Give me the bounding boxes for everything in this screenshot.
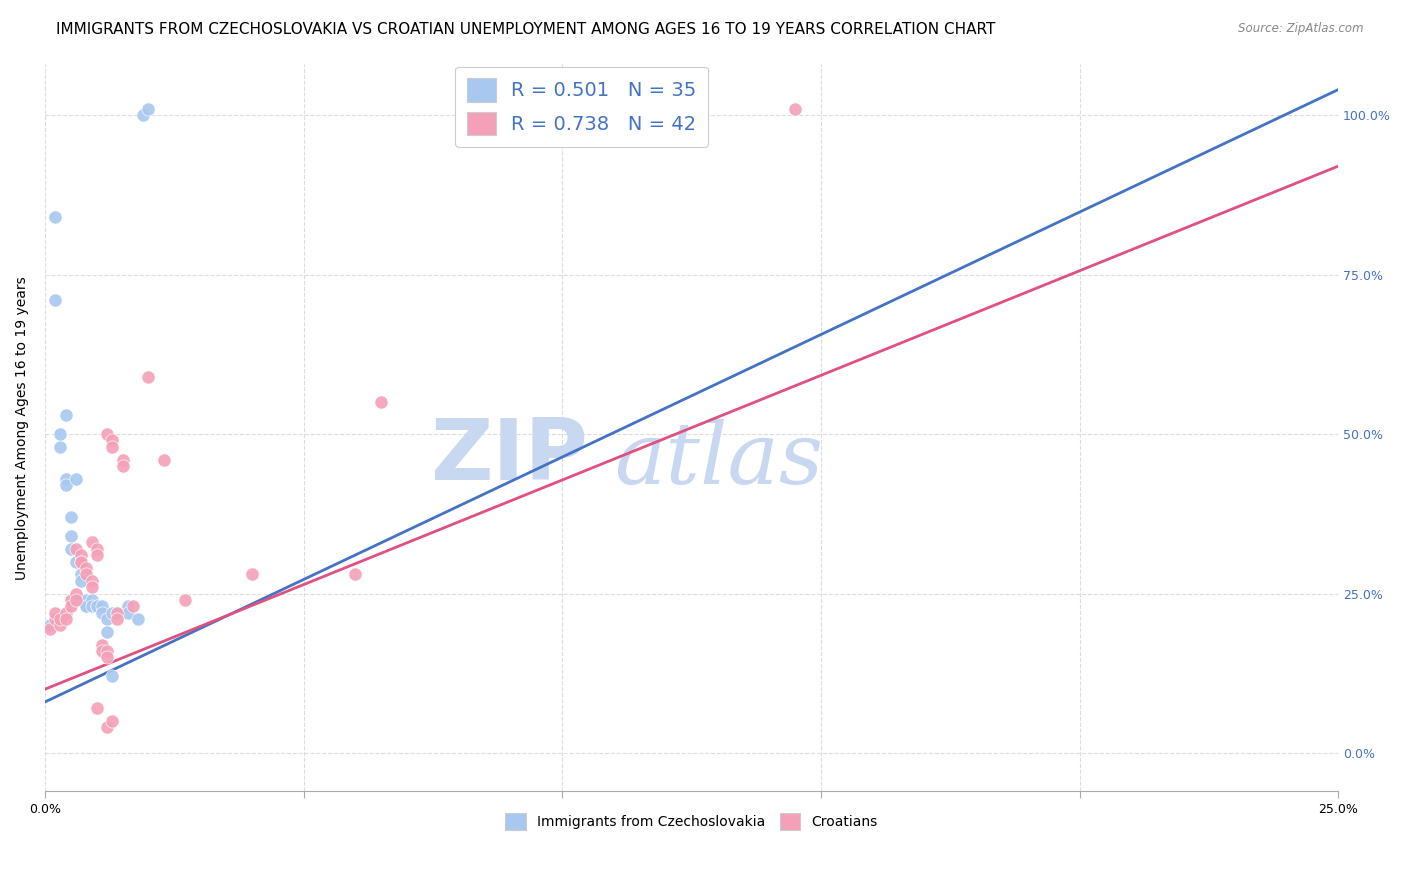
Point	[59, 541, 82, 556]
Point	[96, 624, 118, 639]
Point	[70, 567, 93, 582]
Text: ZIP: ZIP	[430, 416, 588, 499]
Point	[80, 599, 103, 614]
Point	[173, 593, 195, 607]
Point	[80, 593, 103, 607]
Point	[111, 452, 134, 467]
Point	[86, 599, 108, 614]
Point	[117, 606, 139, 620]
Point	[59, 593, 82, 607]
Point	[111, 458, 134, 473]
Point	[90, 644, 112, 658]
Point	[59, 529, 82, 543]
Point	[70, 555, 93, 569]
Point	[70, 593, 93, 607]
Point	[39, 618, 62, 632]
Point	[65, 555, 87, 569]
Text: IMMIGRANTS FROM CZECHOSLOVAKIA VS CROATIAN UNEMPLOYMENT AMONG AGES 16 TO 19 YEAR: IMMIGRANTS FROM CZECHOSLOVAKIA VS CROATI…	[56, 22, 995, 37]
Y-axis label: Unemployment Among Ages 16 to 19 years: Unemployment Among Ages 16 to 19 years	[15, 276, 30, 580]
Point	[96, 650, 118, 665]
Point	[86, 701, 108, 715]
Point	[70, 555, 93, 569]
Point	[101, 669, 124, 683]
Point	[138, 369, 160, 384]
Point	[55, 478, 77, 492]
Point	[127, 612, 149, 626]
Point	[65, 472, 87, 486]
Point	[70, 574, 93, 588]
Point	[44, 606, 66, 620]
Point	[49, 612, 72, 626]
Point	[101, 440, 124, 454]
Point	[80, 580, 103, 594]
Point	[44, 293, 66, 307]
Point	[49, 618, 72, 632]
Point	[55, 612, 77, 626]
Point	[65, 541, 87, 556]
Point	[138, 102, 160, 116]
Point	[65, 593, 87, 607]
Point	[55, 472, 77, 486]
Point	[105, 612, 128, 626]
Point	[96, 612, 118, 626]
Point	[105, 606, 128, 620]
Point	[132, 108, 155, 122]
Point	[80, 574, 103, 588]
Text: atlas: atlas	[614, 419, 823, 501]
Point	[90, 638, 112, 652]
Legend: Immigrants from Czechoslovakia, Croatians: Immigrants from Czechoslovakia, Croatian…	[501, 807, 883, 835]
Point	[783, 102, 806, 116]
Point	[59, 510, 82, 524]
Point	[75, 593, 97, 607]
Point	[65, 586, 87, 600]
Point	[75, 567, 97, 582]
Point	[86, 541, 108, 556]
Point	[44, 612, 66, 626]
Point	[39, 622, 62, 636]
Point	[122, 599, 145, 614]
Point	[101, 606, 124, 620]
Point	[344, 567, 367, 582]
Point	[44, 210, 66, 224]
Point	[70, 548, 93, 562]
Point	[75, 599, 97, 614]
Point	[55, 408, 77, 422]
Point	[240, 567, 263, 582]
Text: Source: ZipAtlas.com: Source: ZipAtlas.com	[1239, 22, 1364, 36]
Point	[96, 644, 118, 658]
Point	[153, 452, 176, 467]
Point	[86, 599, 108, 614]
Point	[370, 395, 392, 409]
Point	[55, 606, 77, 620]
Point	[59, 599, 82, 614]
Point	[101, 714, 124, 728]
Point	[101, 434, 124, 448]
Point	[49, 427, 72, 442]
Point	[90, 599, 112, 614]
Point	[75, 561, 97, 575]
Point	[90, 606, 112, 620]
Point	[86, 548, 108, 562]
Point	[75, 599, 97, 614]
Point	[49, 440, 72, 454]
Point	[105, 606, 128, 620]
Point	[96, 427, 118, 442]
Point	[117, 599, 139, 614]
Point	[80, 535, 103, 549]
Point	[96, 721, 118, 735]
